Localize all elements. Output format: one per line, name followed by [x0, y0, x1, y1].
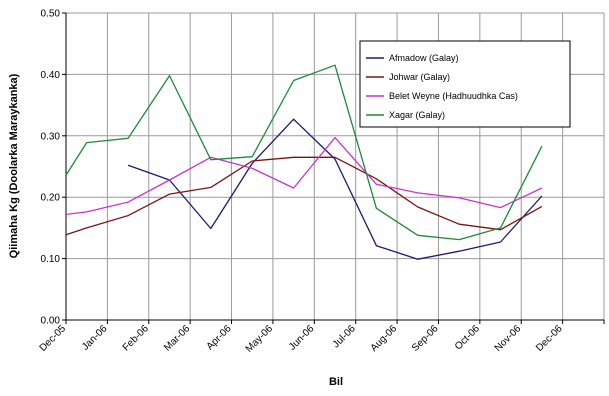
x-tick-label: Aug-06 — [369, 323, 400, 354]
legend-label: Afmadow (Galay) — [389, 53, 459, 63]
x-tick-label: Jun-06 — [287, 323, 317, 353]
legend-label: Belet Weyne (Hadhuudhka Cas) — [389, 91, 518, 101]
y-axis-title: Qiimaha Kg (Doolarka Maraykanka) — [8, 73, 20, 258]
x-axis-title: Bil — [329, 376, 343, 388]
grid — [65, 12, 605, 321]
y-tick-label: 0.20 — [41, 193, 61, 204]
axes — [62, 12, 605, 324]
series-line-johwar-galay — [65, 156, 543, 236]
x-tick-label: Dec-06 — [534, 323, 565, 354]
y-tick-labels: 0.00 0.10 0.20 0.30 0.40 0.50 — [41, 9, 61, 327]
x-tick-label: Sep-06 — [410, 323, 441, 354]
y-tick-label: 0.50 — [41, 9, 61, 20]
legend-label: Johwar (Galay) — [389, 72, 450, 82]
x-tick-label: Jul-06 — [331, 323, 358, 350]
x-tick-label: Mar-06 — [162, 323, 192, 353]
x-tick-label: Feb-06 — [121, 323, 151, 353]
y-tick-label: 0.10 — [41, 254, 61, 265]
y-tick-label: 0.30 — [41, 131, 61, 142]
x-tick-label: Nov-06 — [493, 323, 524, 354]
x-tick-label: May-06 — [244, 323, 276, 355]
legend: Afmadow (Galay) Johwar (Galay) Belet Weyne… — [359, 40, 571, 128]
legend-label: Xagar (Galay) — [389, 110, 445, 120]
series-line-belet-weyne-hadhuudhka-cas — [65, 136, 543, 216]
legend-box — [359, 40, 571, 128]
series-lines — [65, 64, 543, 260]
series-line-afmadow-galay — [127, 118, 543, 260]
x-tick-label: Oct-06 — [453, 323, 482, 352]
y-tick-label: 0.00 — [41, 316, 61, 327]
x-tick-label: Apr-06 — [205, 323, 234, 352]
x-tick-labels: Dec-05 Jan-06 Feb-06 Mar-06 Apr-06 May-06 Jun-… — [38, 323, 565, 355]
y-tick-label: 0.40 — [41, 70, 61, 81]
series-line-xagar-galay — [65, 64, 543, 241]
x-tick-label: Dec-05 — [38, 323, 69, 354]
x-tick-label: Jan-06 — [80, 323, 110, 353]
